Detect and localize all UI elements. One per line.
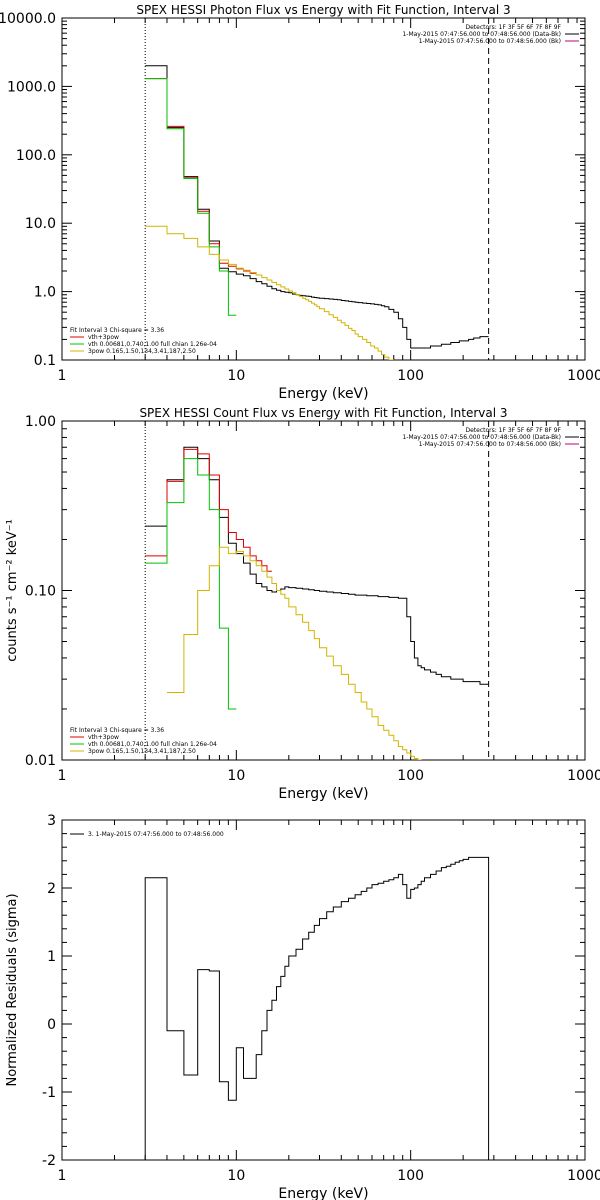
y-tick-label: 10000.0 <box>0 11 56 27</box>
legend-entry: 3pow 0.165,1.50,134,3.41,187,2.50 <box>88 748 196 755</box>
plot-frame <box>61 17 586 361</box>
y-tick-label: 1 <box>47 949 56 965</box>
x-tick-label: 1000 <box>567 368 600 384</box>
legend-entry: Fit Interval 3 Chi-square = 3.36 <box>70 727 164 734</box>
x-tick-label: 1 <box>58 768 67 784</box>
x-tick-label: 1 <box>58 368 67 384</box>
y-axis-label: Normalized Residuals (sigma) <box>5 893 20 1086</box>
y-tick-label: 1.00 <box>25 414 56 430</box>
plot-frame <box>61 819 586 1161</box>
x-axis-label: Energy (keV) <box>278 786 368 802</box>
series-2-line <box>145 448 272 572</box>
legend-entry: Fit Interval 3 Chi-square = 3.36 <box>70 327 164 334</box>
x-axis-label: Energy (keV) <box>278 386 368 402</box>
x-axis-label: Energy (keV) <box>278 1186 368 1200</box>
y-tick-label: -1 <box>42 1085 56 1101</box>
legend-entry: 3. 1-May-2015 07:47:56.000 to 07:48:56.0… <box>88 831 224 838</box>
x-tick-label: 10 <box>227 368 245 384</box>
legend-entry: vth+3pow <box>88 734 119 741</box>
series-1-line <box>145 446 489 685</box>
y-tick-label: 3 <box>47 813 56 829</box>
legend-entry: vth 0.00681,0.740,1.00 full chian 1.26e-… <box>88 741 217 748</box>
legend-entry: Detectors: 1F 3F 5F 6F 7F 8F 9F <box>465 427 561 434</box>
y-tick-label: 2 <box>47 881 56 897</box>
y-tick-label: 0.10 <box>25 584 56 600</box>
series-4-line <box>145 225 394 360</box>
y-tick-label: 10.0 <box>25 216 56 232</box>
y-tick-label: 100.0 <box>16 148 56 164</box>
x-tick-label: 10 <box>227 1168 245 1184</box>
legend-entry: 1-May-2015 07:47:56.000 to 07:48:56.000 … <box>402 31 561 38</box>
series-1-line <box>144 856 490 1160</box>
series-3-line <box>145 78 237 316</box>
y-tick-label: 0.01 <box>25 753 56 769</box>
x-tick-label: 100 <box>397 1168 424 1184</box>
legend-entry: 1-May-2015 07:47:56.000 to 07:48:56.000 … <box>419 38 561 45</box>
legend-entry: 1-May-2015 07:47:56.000 to 07:48:56.000 … <box>402 434 561 441</box>
x-tick-label: 100 <box>397 368 424 384</box>
legend-entry: 1-May-2015 07:47:56.000 to 07:48:56.000 … <box>419 441 561 448</box>
x-tick-label: 1000 <box>567 768 600 784</box>
x-tick-label: 1 <box>58 1168 67 1184</box>
chart-title: SPEX HESSI Count Flux vs Energy with Fit… <box>139 406 507 420</box>
series-2-line <box>145 78 257 274</box>
legend-entry: 3pow 0.165,1.50,134,3.41,187,2.50 <box>88 348 196 355</box>
plot-frame <box>61 420 586 761</box>
x-tick-label: 10 <box>227 768 245 784</box>
chart-1 <box>61 17 586 361</box>
y-tick-label: 1000.0 <box>7 79 56 95</box>
x-tick-label: 100 <box>397 768 424 784</box>
chart-2 <box>61 420 586 761</box>
series-1-line <box>145 65 489 349</box>
legend-entry: vth 0.00681,0.740,1.00 full chian 1.26e-… <box>88 341 217 348</box>
y-tick-label: 1.0 <box>34 285 56 301</box>
legend-entry: vth+3pow <box>88 334 119 341</box>
x-tick-label: 1000 <box>567 1168 600 1184</box>
y-tick-label: 0.1 <box>34 353 56 369</box>
chart-3 <box>61 819 586 1161</box>
y-tick-label: -2 <box>42 1153 56 1169</box>
y-axis-label: counts s⁻¹ cm⁻² keV⁻¹ <box>5 519 20 662</box>
y-tick-label: 0 <box>47 1017 56 1033</box>
series-3-line <box>145 458 237 710</box>
chart-title: SPEX HESSI Photon Flux vs Energy with Fi… <box>136 3 510 17</box>
series-4-line <box>167 546 422 760</box>
legend-entry: Detectors: 1F 3F 5F 6F 7F 8F 9F <box>465 24 561 31</box>
